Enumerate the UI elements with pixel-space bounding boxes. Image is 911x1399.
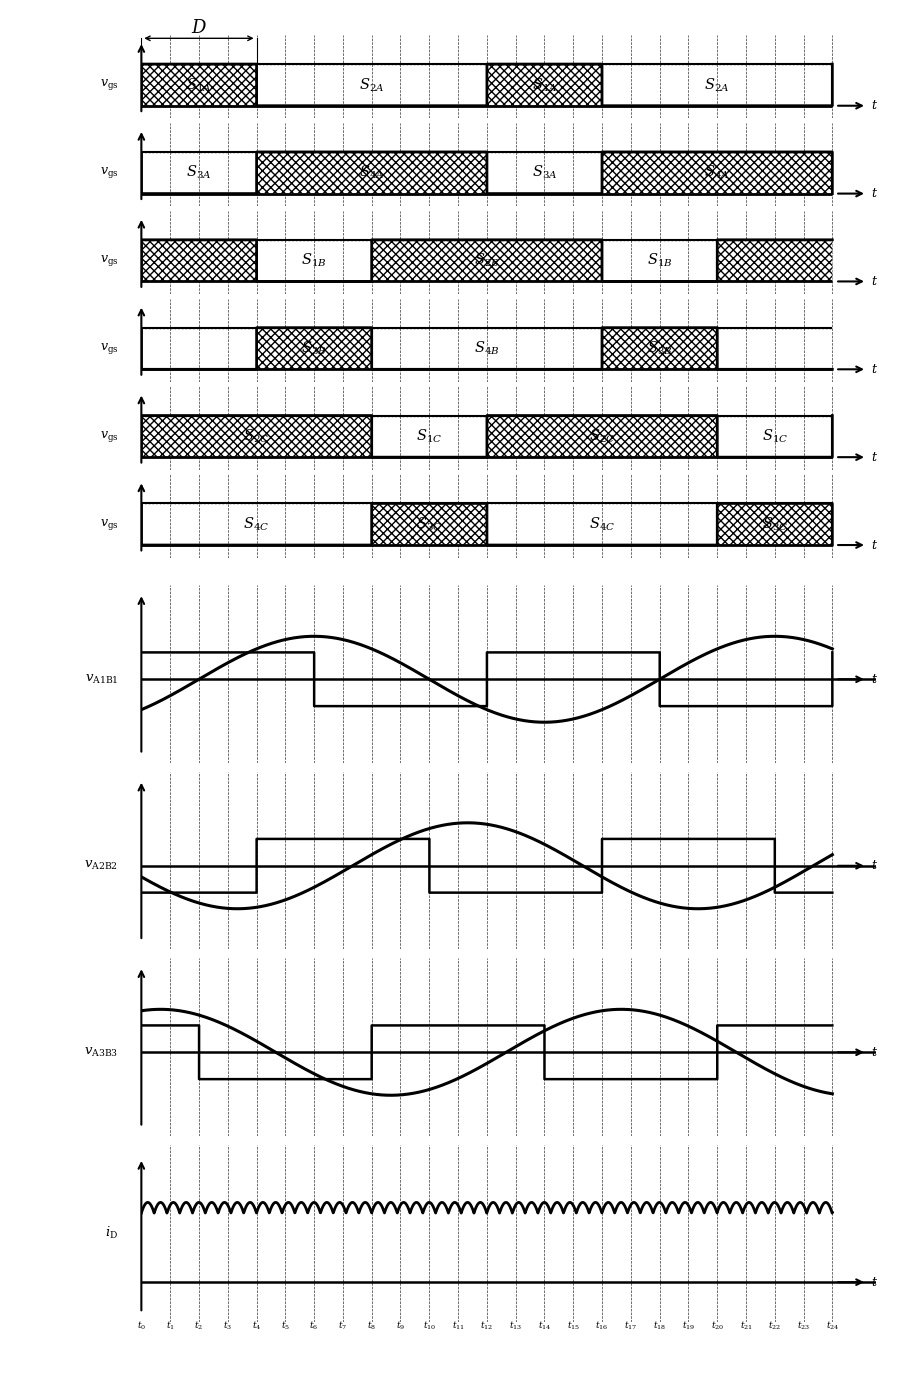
Text: $S_{4A}$: $S_{4A}$	[359, 164, 384, 182]
Text: $S_{1B}$: $S_{1B}$	[646, 252, 671, 270]
Text: $t_{6}$: $t_{6}$	[309, 1319, 318, 1332]
Text: $S_{1A}$: $S_{1A}$	[531, 76, 557, 94]
Text: $t_{17}$: $t_{17}$	[623, 1319, 637, 1332]
Text: $i_{\mathrm{D}}$: $i_{\mathrm{D}}$	[105, 1226, 118, 1241]
Text: $v_{\mathrm{A3B3}}$: $v_{\mathrm{A3B3}}$	[84, 1045, 118, 1059]
Text: $t_{14}$: $t_{14}$	[537, 1319, 550, 1332]
Text: $S_{3B}$: $S_{3B}$	[301, 340, 326, 357]
Text: $t_{9}$: $t_{9}$	[395, 1319, 404, 1332]
Text: $t_{16}$: $t_{16}$	[595, 1319, 608, 1332]
Text: $S_{1C}$: $S_{1C}$	[761, 428, 787, 445]
Text: $S_{1A}$: $S_{1A}$	[186, 76, 211, 94]
Text: $S_{4A}$: $S_{4A}$	[703, 164, 729, 182]
Text: $S_{2B}$: $S_{2B}$	[474, 252, 499, 270]
Text: $t_{20}$: $t_{20}$	[710, 1319, 723, 1332]
Text: $t_{15}$: $t_{15}$	[566, 1319, 579, 1332]
Text: $S_{2A}$: $S_{2A}$	[359, 76, 384, 94]
Text: $t_{12}$: $t_{12}$	[480, 1319, 493, 1332]
Text: $S_{2C}$: $S_{2C}$	[243, 428, 270, 445]
Text: $S_{4C}$: $S_{4C}$	[243, 515, 270, 533]
Text: $v_{\rm gs}$: $v_{\rm gs}$	[99, 429, 118, 443]
Text: $v_{\rm gs}$: $v_{\rm gs}$	[99, 516, 118, 532]
Text: $t_{7}$: $t_{7}$	[338, 1319, 347, 1332]
Text: $S_{3B}$: $S_{3B}$	[646, 340, 671, 357]
Text: $t$: $t$	[870, 1046, 877, 1059]
Text: $t_{19}$: $t_{19}$	[681, 1319, 694, 1332]
Text: $t_{8}$: $t_{8}$	[367, 1319, 376, 1332]
Text: $t$: $t$	[870, 450, 877, 463]
Text: $t$: $t$	[870, 99, 877, 112]
Text: $t_{2}$: $t_{2}$	[194, 1319, 203, 1332]
Text: $t$: $t$	[870, 539, 877, 551]
Text: $S_{3A}$: $S_{3A}$	[531, 164, 557, 182]
Text: $t$: $t$	[870, 673, 877, 686]
Text: $v_{\rm gs}$: $v_{\rm gs}$	[99, 77, 118, 92]
Text: $t_{11}$: $t_{11}$	[451, 1319, 464, 1332]
Text: $v_{\mathrm{A2B2}}$: $v_{\mathrm{A2B2}}$	[85, 859, 118, 873]
Text: $t$: $t$	[870, 362, 877, 376]
Text: $S_{2C}$: $S_{2C}$	[589, 428, 614, 445]
Text: $S_{1B}$: $S_{1B}$	[301, 252, 326, 270]
Text: $v_{\rm gs}$: $v_{\rm gs}$	[99, 341, 118, 355]
Text: $S_{3A}$: $S_{3A}$	[186, 164, 211, 182]
Text: $t_{23}$: $t_{23}$	[796, 1319, 809, 1332]
Text: $S_{3C}$: $S_{3C}$	[761, 515, 787, 533]
Text: $t_{13}$: $t_{13}$	[508, 1319, 522, 1332]
Text: $S_{4B}$: $S_{4B}$	[474, 340, 499, 357]
Text: $t_{1}$: $t_{1}$	[166, 1319, 174, 1332]
Text: $S_{2A}$: $S_{2A}$	[703, 76, 729, 94]
Text: $v_{\rm gs}$: $v_{\rm gs}$	[99, 165, 118, 180]
Text: $t_{4}$: $t_{4}$	[251, 1319, 261, 1332]
Text: $t_{0}$: $t_{0}$	[137, 1319, 146, 1332]
Text: $v_{\mathrm{A1B1}}$: $v_{\mathrm{A1B1}}$	[85, 673, 118, 686]
Text: $D$: $D$	[190, 20, 207, 36]
Text: $t_{10}$: $t_{10}$	[422, 1319, 435, 1332]
Text: $t$: $t$	[870, 859, 877, 872]
Text: $t_{3}$: $t_{3}$	[223, 1319, 232, 1332]
Text: $S_{3C}$: $S_{3C}$	[415, 515, 442, 533]
Text: $t_{22}$: $t_{22}$	[767, 1319, 781, 1332]
Text: $t_{18}$: $t_{18}$	[652, 1319, 665, 1332]
Text: $t_{24}$: $t_{24}$	[824, 1319, 838, 1332]
Text: $t_{5}$: $t_{5}$	[281, 1319, 290, 1332]
Text: $t_{21}$: $t_{21}$	[739, 1319, 752, 1332]
Text: $t$: $t$	[870, 276, 877, 288]
Text: $v_{\rm gs}$: $v_{\rm gs}$	[99, 253, 118, 269]
Text: $S_{4C}$: $S_{4C}$	[589, 515, 614, 533]
Text: $S_{1C}$: $S_{1C}$	[415, 428, 442, 445]
Text: $t$: $t$	[870, 1276, 877, 1288]
Text: $t$: $t$	[870, 187, 877, 200]
